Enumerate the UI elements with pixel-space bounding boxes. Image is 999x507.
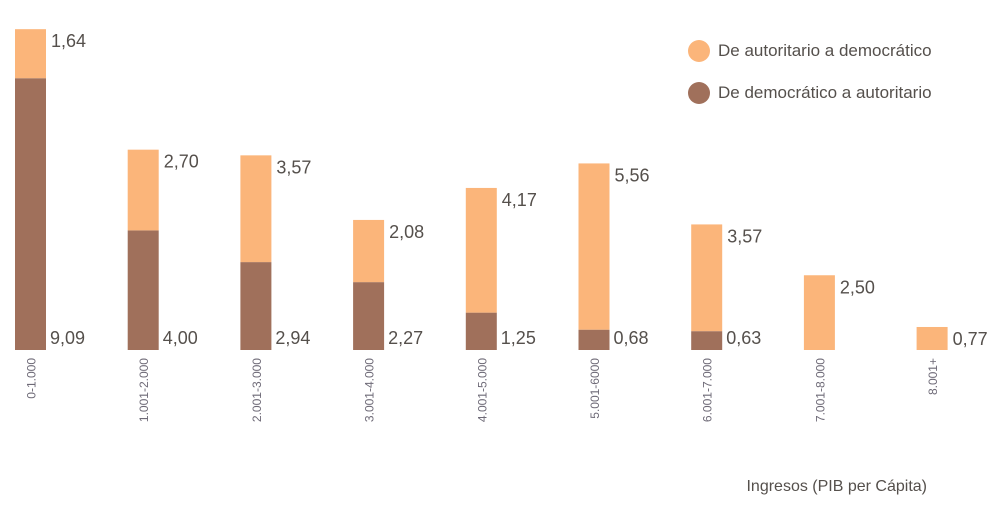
data-label-democratico-a-autoritario: 2,94	[275, 328, 310, 348]
x-tick-label: 7.001-8.000	[813, 358, 827, 422]
data-label-democratico-a-autoritario: 2,27	[388, 328, 423, 348]
data-label-autoritario-a-democratico: 5,56	[615, 165, 650, 185]
legend-label: De democrático a autoritario	[718, 83, 932, 102]
x-tick-label: 8.001+	[926, 358, 940, 395]
bar-democratico-a-autoritario	[15, 78, 46, 351]
bar-autoritario-a-democratico	[803, 275, 835, 350]
legend-item-democratico-a-autoritario: De democrático a autoritario	[688, 80, 988, 106]
bar-autoritario-a-democratico	[353, 219, 385, 283]
x-tick-label: 0-1.000	[25, 358, 39, 399]
data-label-democratico-a-autoritario: 4,00	[163, 328, 198, 348]
bar-democratico-a-autoritario	[578, 329, 610, 350]
x-tick-label: 6.001-7.000	[701, 358, 715, 422]
data-label-autoritario-a-democratico: 0,77	[953, 329, 988, 349]
data-label-democratico-a-autoritario: 9,09	[50, 328, 85, 348]
bar-democratico-a-autoritario	[240, 262, 272, 350]
x-tick-label: 4.001-5.000	[475, 358, 489, 422]
bar-autoritario-a-democratico	[240, 155, 272, 263]
data-label-autoritario-a-democratico: 3,57	[276, 157, 311, 177]
x-tick-label: 5.001-6000	[588, 358, 602, 419]
data-label-autoritario-a-democratico: 3,57	[727, 226, 762, 246]
data-label-autoritario-a-democratico: 1,64	[51, 31, 86, 51]
data-label-autoritario-a-democratico: 2,08	[389, 222, 424, 242]
data-label-autoritario-a-democratico: 4,17	[502, 190, 537, 210]
legend-swatch-dark	[688, 82, 710, 104]
bar-autoritario-a-democratico	[127, 149, 159, 231]
bar-democratico-a-autoritario	[353, 282, 385, 350]
bar-autoritario-a-democratico	[465, 187, 497, 313]
legend-item-autoritario-a-democratico: De autoritario a democrático	[688, 38, 988, 64]
bar-autoritario-a-democratico	[916, 326, 948, 350]
data-label-democratico-a-autoritario: 0,63	[726, 328, 761, 348]
bar-autoritario-a-democratico	[691, 224, 723, 332]
legend-label: De autoritario a democrático	[718, 41, 932, 60]
legend-swatch-light	[688, 40, 710, 62]
data-label-autoritario-a-democratico: 2,70	[164, 152, 199, 172]
bar-democratico-a-autoritario	[127, 230, 159, 350]
x-tick-label: 2.001-3.000	[250, 358, 264, 422]
bar-autoritario-a-democratico	[578, 163, 610, 330]
bar-autoritario-a-democratico	[15, 29, 46, 79]
bar-democratico-a-autoritario	[465, 312, 497, 350]
data-label-autoritario-a-democratico: 2,50	[840, 277, 875, 297]
x-tick-label: 3.001-4.000	[363, 358, 377, 422]
x-tick-label: 1.001-2.000	[137, 358, 151, 422]
data-label-democratico-a-autoritario: 0,68	[614, 328, 649, 348]
data-label-democratico-a-autoritario: 1,25	[501, 328, 536, 348]
bar-democratico-a-autoritario	[691, 331, 723, 350]
x-axis-label: Ingresos (PIB per Cápita)	[746, 478, 927, 495]
legend: De autoritario a democrático De democrát…	[688, 38, 988, 122]
